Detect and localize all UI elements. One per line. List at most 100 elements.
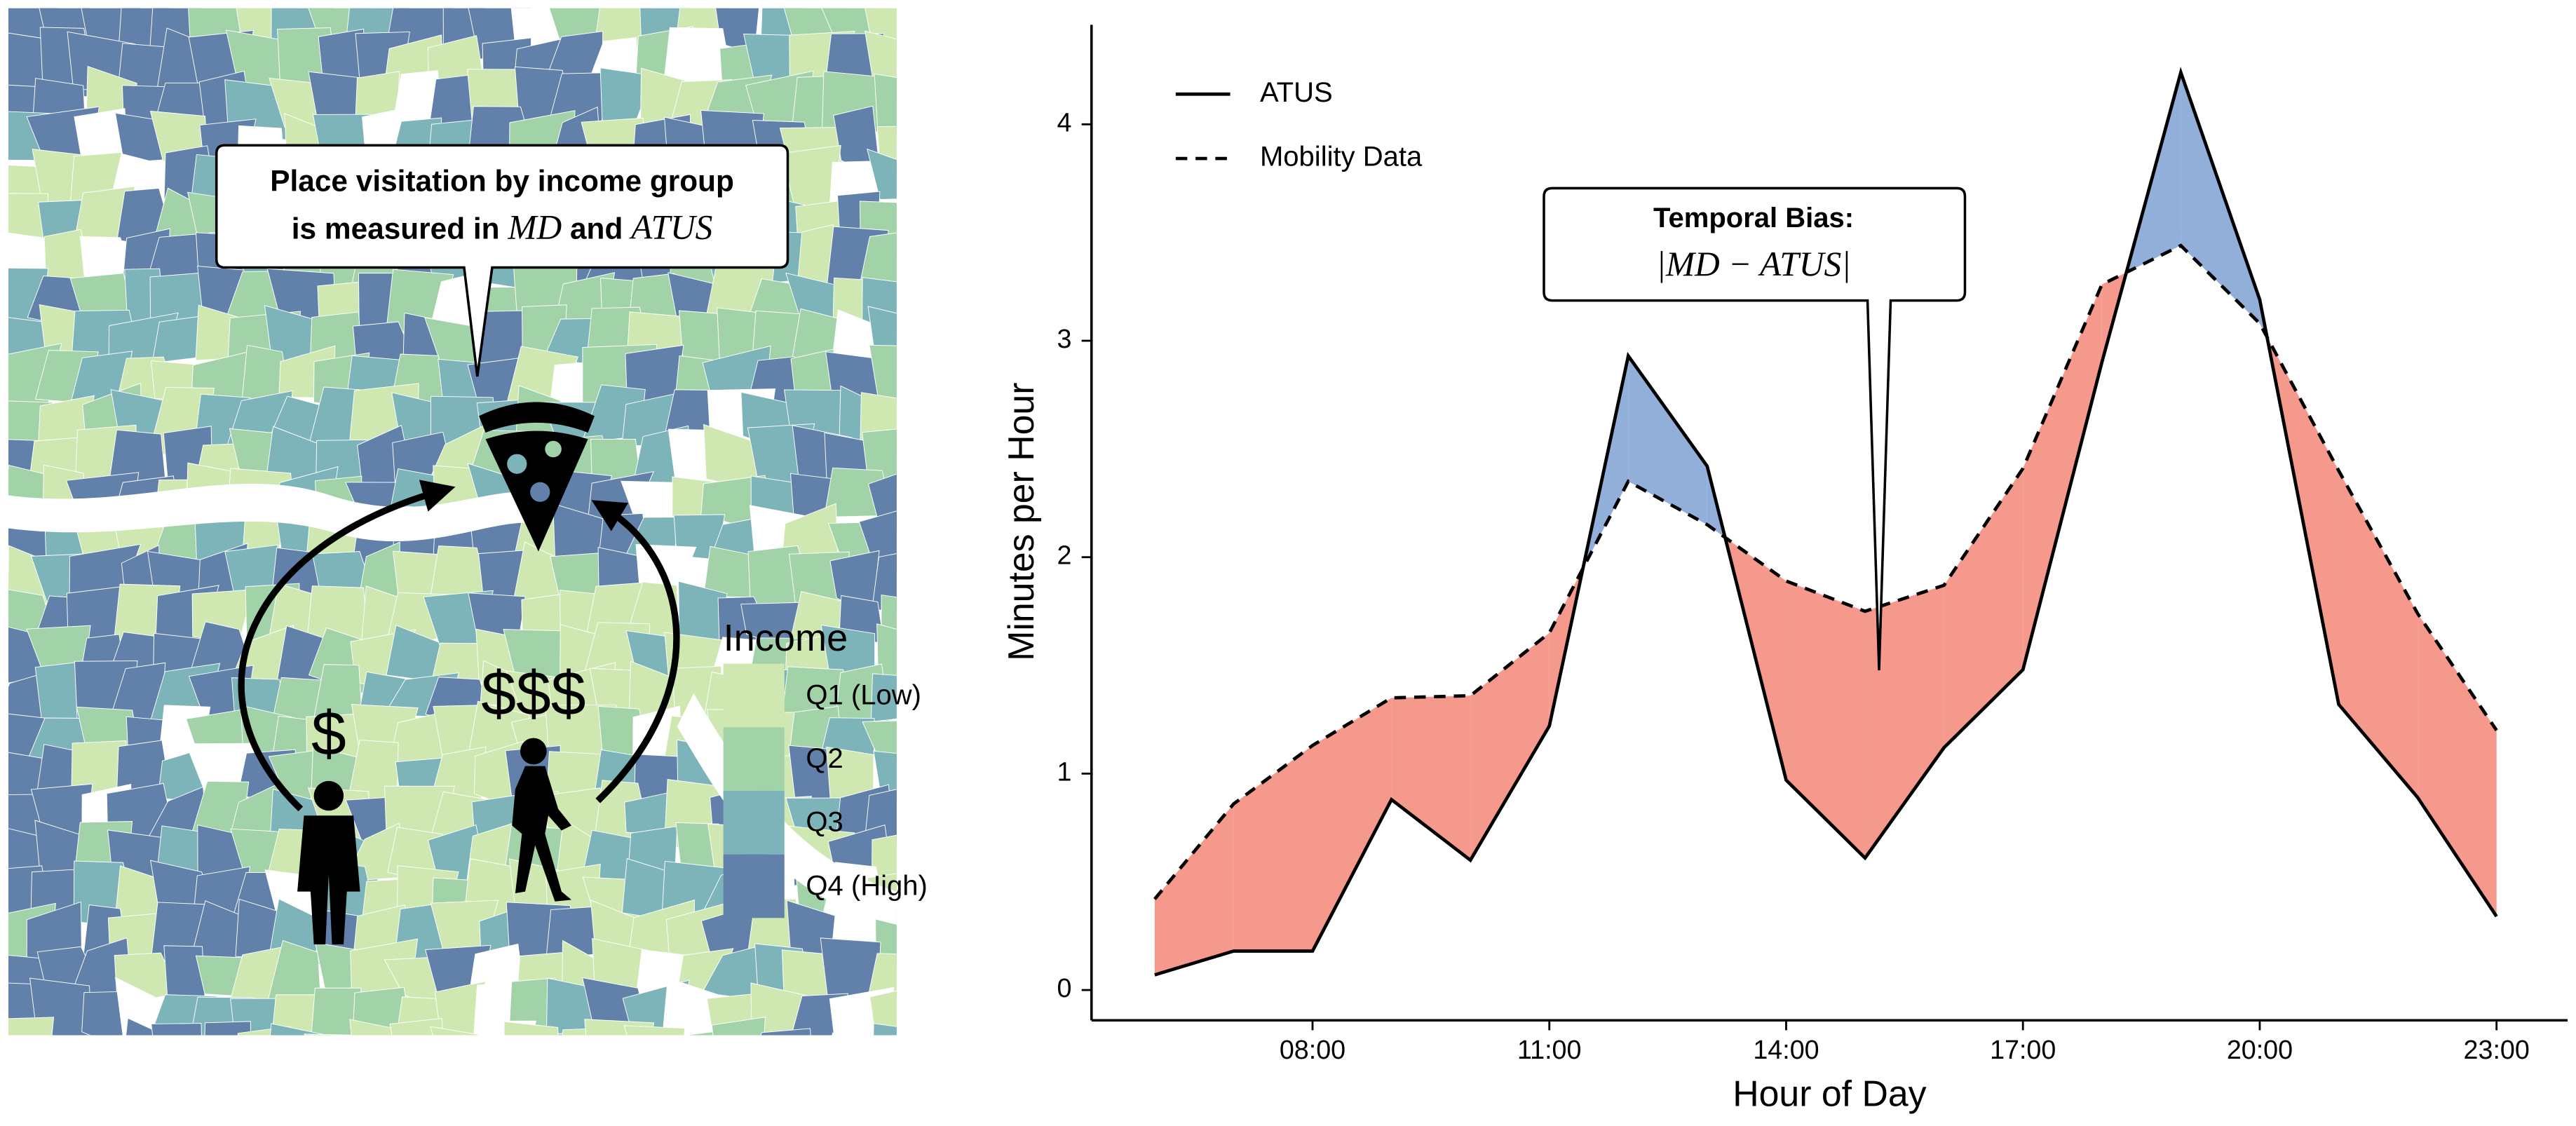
map-tract: [29, 977, 92, 1036]
map-tract: [126, 1017, 160, 1036]
legend-label: Q1 (Low): [806, 679, 921, 710]
y-tick-label: 3: [1057, 324, 1072, 353]
bias-area: [1312, 698, 1392, 951]
callout-text: is measured in MD and ATUS: [292, 208, 713, 247]
map-tract: [237, 1026, 292, 1036]
map-tract: [430, 1026, 483, 1036]
legend-swatch: [723, 727, 785, 791]
map-tract: [911, 792, 972, 854]
map-tract: [907, 72, 966, 141]
map-legend: Q1 (Low) Q2 Q3 Q4 (High): [723, 663, 928, 918]
map-tract: [900, 0, 956, 57]
map-tract: [908, 583, 967, 656]
callout-md: MD: [507, 208, 562, 247]
x-tick-label: 08:00: [1280, 1035, 1345, 1064]
map-tract: [909, 720, 963, 764]
callout-text: Place visitation by income group: [270, 165, 734, 198]
legend-label: Q2: [806, 743, 843, 774]
map-tract: [151, 1023, 202, 1036]
legend-swatch: [723, 790, 785, 855]
legend-label: Q4 (High): [806, 870, 927, 901]
x-tick-label: 20:00: [2227, 1035, 2293, 1064]
bias-area: [1154, 803, 1234, 975]
map-tract: [832, 1032, 892, 1036]
bias-area: [2181, 72, 2260, 324]
bias-area: [2418, 613, 2497, 917]
map-tract: [682, 1029, 728, 1036]
y-tick-label: 1: [1057, 757, 1072, 786]
map-tract: [503, 1021, 559, 1036]
map-tract: [8, 1017, 55, 1036]
legend-label: Q3: [806, 807, 843, 838]
high-income-label: $$$: [481, 658, 585, 728]
annotation-box: [1543, 186, 1967, 671]
map-tract: [270, 1023, 329, 1036]
annotation-title: Temporal Bias:: [1653, 203, 1854, 233]
arrow: [238, 480, 456, 812]
map-tract: [389, 1018, 443, 1036]
legend-swatch: [723, 854, 785, 918]
map-tract: [901, 188, 973, 252]
map-tract: [72, 1037, 132, 1092]
y-tick-label: 2: [1057, 541, 1072, 570]
map-tract: [870, 673, 897, 722]
bias-area: [2023, 284, 2102, 670]
map-tract: [204, 1021, 251, 1036]
person-high-income: [512, 738, 571, 902]
map-overlay: $ $$$ Place visitation by income group i…: [8, 144, 897, 944]
legend-label: ATUS: [1260, 77, 1333, 108]
map-tract: [919, 29, 963, 101]
map-tract: [862, 720, 897, 760]
series-line: [1154, 67, 2498, 977]
x-axis-label: Hour of Day: [1733, 1073, 1926, 1113]
bias-area: [1786, 581, 1866, 858]
map-tract: [917, 386, 964, 456]
map-tract: [311, 987, 362, 1036]
map-tract: [911, 345, 972, 417]
map-tract: [902, 999, 970, 1049]
map-tract: [562, 1027, 610, 1036]
map-tract: [909, 517, 968, 571]
map-tract: [869, 344, 897, 408]
map-tract: [760, 1028, 811, 1036]
map-tract: [898, 559, 968, 615]
bias-area: [2338, 470, 2418, 798]
map-tract: [904, 231, 957, 300]
map-tract: [873, 1023, 897, 1036]
bias-area: [1628, 355, 1707, 525]
map-tract: [867, 148, 897, 200]
map-legend-title: Income: [724, 617, 848, 659]
callout-box: [215, 144, 789, 377]
map-tract: [903, 469, 961, 529]
y-axis-label: Minutes per Hour: [1001, 382, 1041, 660]
pizza-topping: [530, 482, 550, 502]
bias-area: [1233, 745, 1313, 951]
map-tract: [859, 232, 897, 285]
map-tract: [902, 940, 972, 1002]
map-tract: [711, 1017, 766, 1036]
x-tick-label: 11:00: [1517, 1035, 1581, 1064]
legend-label: Mobility Data: [1260, 142, 1423, 172]
y-tick-label: 0: [1057, 973, 1072, 1003]
river: [677, 693, 897, 925]
callout-atus: ATUS: [629, 208, 712, 247]
x-tick-label: 14:00: [1753, 1035, 1819, 1064]
legend-swatch: [723, 663, 785, 728]
map-tract: [30, 1038, 100, 1073]
pizza-topping: [507, 454, 527, 474]
arrow: [591, 500, 680, 803]
person-low-income: [297, 780, 360, 944]
map-tract: [904, 109, 972, 172]
map-tract: [623, 1025, 686, 1036]
pizza-topping: [545, 440, 562, 458]
line-chart: Minutes per Hour Hour of Day 0 1 2 3 4 08:00 1…: [1001, 25, 2568, 1113]
map-tract: [784, 1039, 853, 1077]
low-income-label: $: [311, 698, 346, 768]
map-tract: [918, 308, 966, 372]
y-tick-label: 4: [1057, 107, 1072, 137]
callout-text: is measured in: [292, 212, 500, 245]
map-tract: [874, 73, 897, 135]
map-tract: [916, 1032, 970, 1085]
